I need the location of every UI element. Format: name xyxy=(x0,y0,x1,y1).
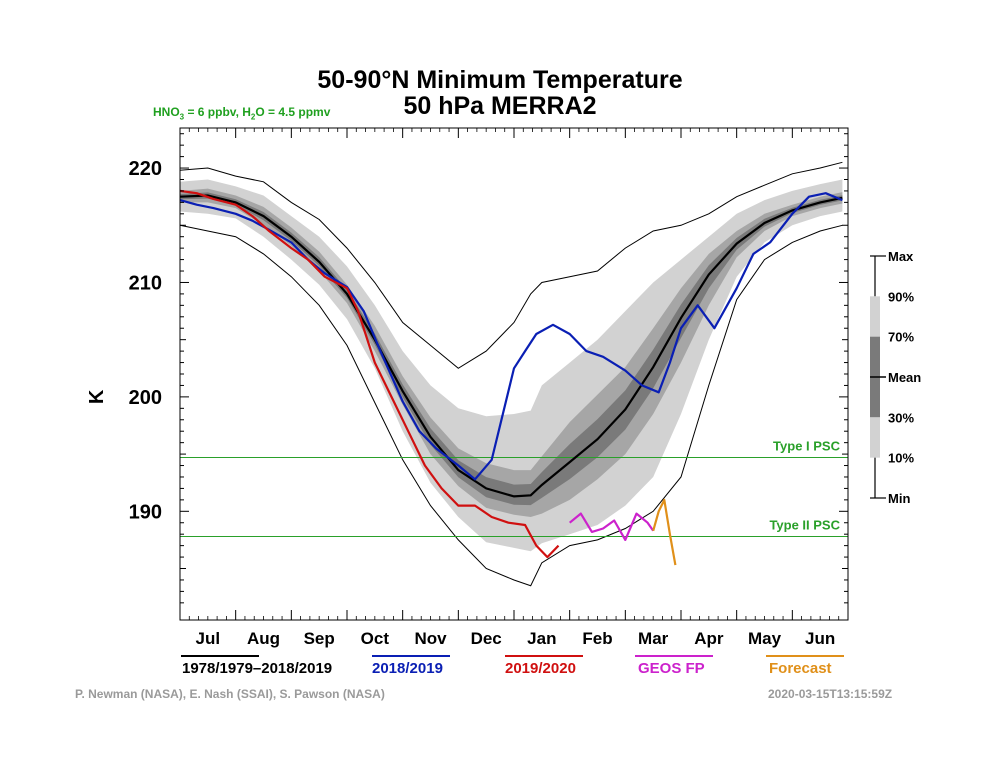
band-legend-label: 70% xyxy=(888,330,914,345)
hno3-text: HNO xyxy=(153,105,180,119)
h2o-value-text: O = 4.5 ppmv xyxy=(255,105,331,119)
y-axis-label: K xyxy=(86,389,108,404)
legend-line-2018-2019 xyxy=(372,655,450,657)
x-tick-label: Nov xyxy=(414,629,447,648)
h2o-subscript: 2 xyxy=(250,112,256,122)
band-legend-label: Mean xyxy=(888,370,921,385)
psc-threshold-label: Type II PSC xyxy=(769,517,840,532)
x-tick-label: Mar xyxy=(638,629,669,648)
band-legend-label: Min xyxy=(888,491,910,506)
series-line-forecast xyxy=(652,498,677,566)
x-tick-label: Dec xyxy=(471,629,502,648)
credits-authors: P. Newman (NASA), E. Nash (SSAI), S. Paw… xyxy=(75,687,385,701)
series-line-2019-2020 xyxy=(179,189,560,559)
band-legend-label: 90% xyxy=(888,289,914,304)
x-tick-label: Aug xyxy=(247,629,280,648)
x-tick-label: Apr xyxy=(694,629,724,648)
max-line xyxy=(179,161,843,369)
legend-line-climatology xyxy=(181,655,259,657)
chart-title: 50-90°N Minimum Temperature xyxy=(317,66,683,94)
x-tick-label: Jun xyxy=(805,629,835,648)
legend-line-2019-2020 xyxy=(505,655,583,657)
series-line-geos-fp xyxy=(569,512,655,542)
climatology-mean-line xyxy=(179,194,843,498)
x-tick-label: Feb xyxy=(582,629,612,648)
band-30-70 xyxy=(180,188,843,517)
band-legend-10 xyxy=(870,417,880,458)
legend-line-forecast xyxy=(766,655,844,657)
band-legend-label: 30% xyxy=(888,410,914,425)
psc-threshold-label: Type I PSC xyxy=(773,439,841,454)
min-line xyxy=(179,224,843,587)
chem-assumption-label: HNO3 = 6 ppbv, H2O = 4.5 ppmv xyxy=(153,105,330,121)
band-10-90 xyxy=(180,179,843,552)
x-tick-label: Sep xyxy=(304,629,335,648)
legend-forecast: Forecast xyxy=(769,660,832,677)
chart-subtitle: 50 hPa MERRA2 xyxy=(403,92,597,120)
y-tick-label: 190 xyxy=(129,501,162,523)
y-tick-label: 200 xyxy=(129,387,162,409)
x-tick-label: Oct xyxy=(361,629,390,648)
hno3-subscript: 3 xyxy=(179,112,185,122)
legend-line-geos-fp xyxy=(635,655,713,657)
x-tick-label: Jul xyxy=(196,629,221,648)
y-tick-label: 220 xyxy=(129,158,162,180)
credits-timestamp: 2020-03-15T13:15:59Z xyxy=(768,687,893,701)
band-legend-90 xyxy=(870,296,880,337)
legend-2019-2020: 2019/2020 xyxy=(505,660,576,677)
band-legend-label: Max xyxy=(888,249,914,264)
band-legend-label: 10% xyxy=(888,451,914,466)
x-tick-label: Jan xyxy=(527,629,556,648)
legend-climatology: 1978/1979–2018/2019 xyxy=(182,660,333,677)
legend-2018-2019: 2018/2019 xyxy=(372,660,443,677)
hno3-value-text: = 6 ppbv, H xyxy=(184,105,251,119)
series-line-2018-2019 xyxy=(179,192,843,481)
x-tick-label: May xyxy=(748,629,782,648)
legend-geos-fp: GEOS FP xyxy=(638,660,705,677)
y-tick-label: 210 xyxy=(129,272,162,294)
